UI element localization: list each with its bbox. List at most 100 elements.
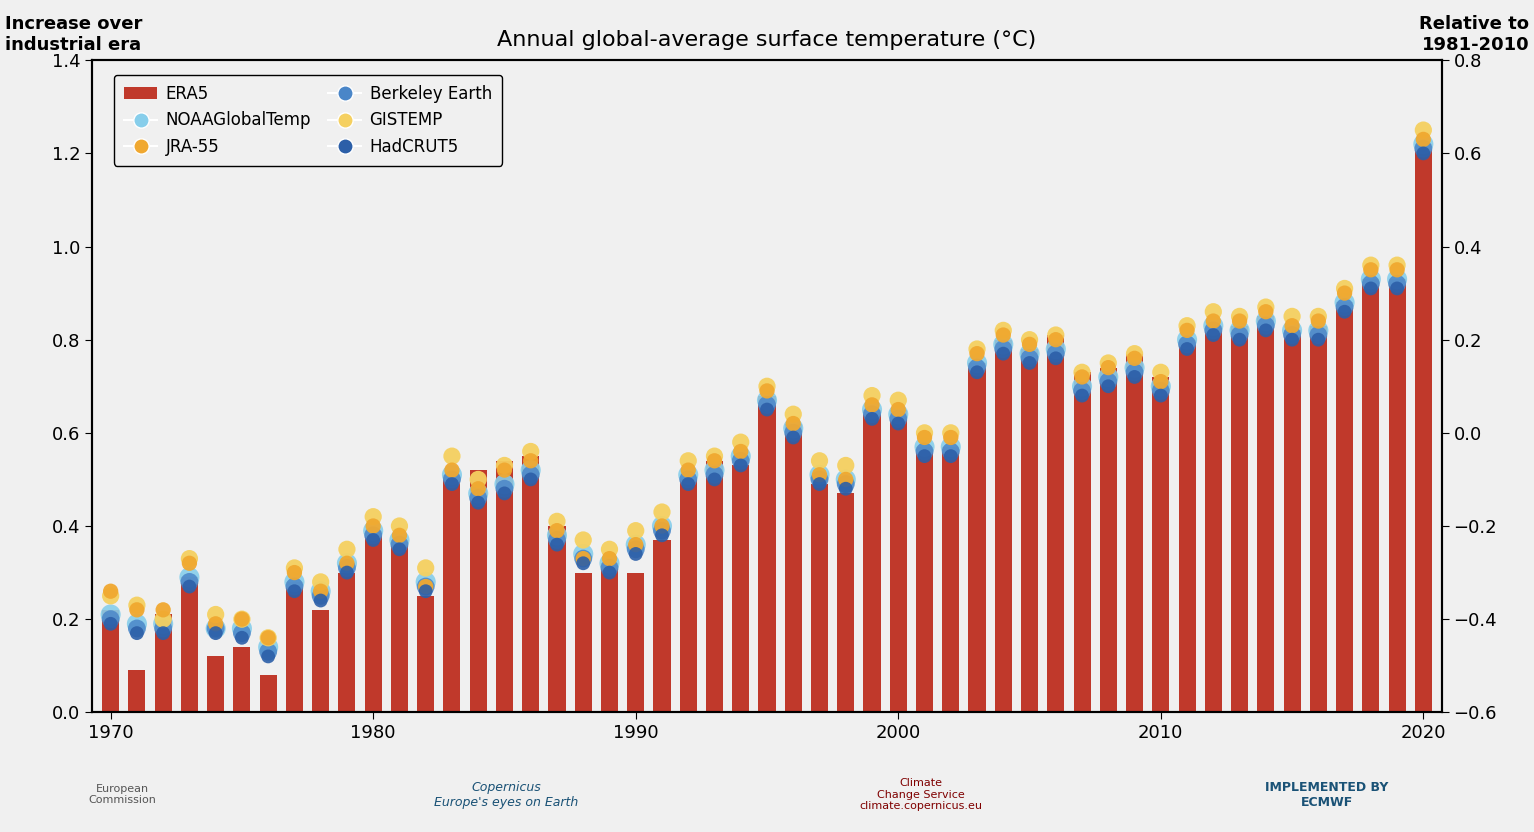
- Point: [887, 408, 911, 421]
- Bar: [811, 484, 828, 712]
- Point: [1333, 295, 1358, 309]
- Point: [387, 533, 411, 547]
- Point: [360, 510, 385, 523]
- Point: [991, 324, 1016, 337]
- Point: [1123, 347, 1147, 360]
- Bar: [680, 479, 696, 712]
- Point: [1359, 259, 1384, 272]
- Point: [518, 445, 543, 458]
- Bar: [838, 493, 854, 712]
- Point: [1253, 300, 1278, 314]
- Bar: [785, 423, 802, 712]
- Point: [807, 473, 831, 486]
- Point: [1227, 333, 1252, 346]
- Point: [1385, 263, 1410, 276]
- Point: [833, 473, 858, 486]
- Point: [781, 431, 805, 444]
- Point: [887, 412, 911, 425]
- Point: [150, 612, 175, 626]
- Point: [1123, 370, 1147, 384]
- Point: [1149, 379, 1174, 393]
- Point: [887, 394, 911, 407]
- Point: [1305, 333, 1330, 346]
- Bar: [1126, 354, 1143, 712]
- Bar: [103, 610, 120, 712]
- Point: [492, 463, 517, 477]
- Point: [518, 473, 543, 486]
- Point: [256, 650, 281, 663]
- Point: [597, 562, 621, 575]
- Point: [334, 562, 359, 575]
- Point: [991, 347, 1016, 360]
- Point: [623, 538, 647, 552]
- Point: [913, 445, 937, 458]
- Point: [755, 394, 779, 407]
- Point: [124, 622, 149, 635]
- Point: [571, 552, 595, 565]
- Point: [623, 542, 647, 556]
- Point: [1305, 310, 1330, 323]
- Point: [150, 617, 175, 631]
- Point: [124, 626, 149, 640]
- Point: [176, 571, 201, 584]
- Point: [1123, 352, 1147, 365]
- Point: [440, 463, 465, 477]
- Point: [1149, 389, 1174, 402]
- Bar: [207, 656, 224, 712]
- Bar: [1362, 279, 1379, 712]
- Point: [1069, 384, 1094, 398]
- Point: [545, 538, 569, 552]
- Bar: [706, 461, 723, 712]
- Bar: [1204, 325, 1223, 712]
- Point: [833, 478, 858, 491]
- Point: [807, 468, 831, 482]
- Point: [1279, 319, 1304, 332]
- Point: [965, 361, 989, 374]
- Point: [1385, 282, 1410, 295]
- Point: [466, 473, 491, 486]
- Point: [833, 458, 858, 472]
- Point: [729, 454, 753, 468]
- Point: [1095, 370, 1120, 384]
- Point: [939, 440, 963, 453]
- Point: [1201, 305, 1226, 319]
- Bar: [522, 456, 540, 712]
- Point: [807, 454, 831, 468]
- Point: [1069, 370, 1094, 384]
- Point: [755, 399, 779, 412]
- Point: [545, 533, 569, 547]
- Point: [729, 435, 753, 448]
- Point: [729, 458, 753, 472]
- Text: European
Commission: European Commission: [89, 784, 156, 805]
- Point: [204, 622, 229, 635]
- Point: [703, 468, 727, 482]
- Point: [414, 580, 439, 593]
- Bar: [916, 447, 933, 712]
- Point: [781, 422, 805, 435]
- Point: [204, 617, 229, 631]
- Point: [360, 533, 385, 547]
- Point: [913, 431, 937, 444]
- Bar: [575, 572, 592, 712]
- Bar: [942, 447, 959, 712]
- Bar: [129, 671, 146, 712]
- Bar: [968, 363, 985, 712]
- Point: [833, 473, 858, 486]
- Title: Annual global-average surface temperature (°C): Annual global-average surface temperatur…: [497, 30, 1037, 50]
- Point: [1149, 365, 1174, 379]
- Point: [939, 449, 963, 463]
- Point: [1043, 333, 1068, 346]
- Point: [1359, 272, 1384, 285]
- Point: [1385, 277, 1410, 290]
- Point: [781, 408, 805, 421]
- Point: [571, 552, 595, 565]
- Point: [1069, 379, 1094, 393]
- Point: [1069, 365, 1094, 379]
- Text: IMPLEMENTED BY
ECMWF: IMPLEMENTED BY ECMWF: [1266, 780, 1388, 809]
- Point: [650, 519, 675, 532]
- Point: [991, 329, 1016, 342]
- Point: [913, 440, 937, 453]
- Point: [1333, 300, 1358, 314]
- Point: [466, 487, 491, 500]
- Point: [1253, 314, 1278, 328]
